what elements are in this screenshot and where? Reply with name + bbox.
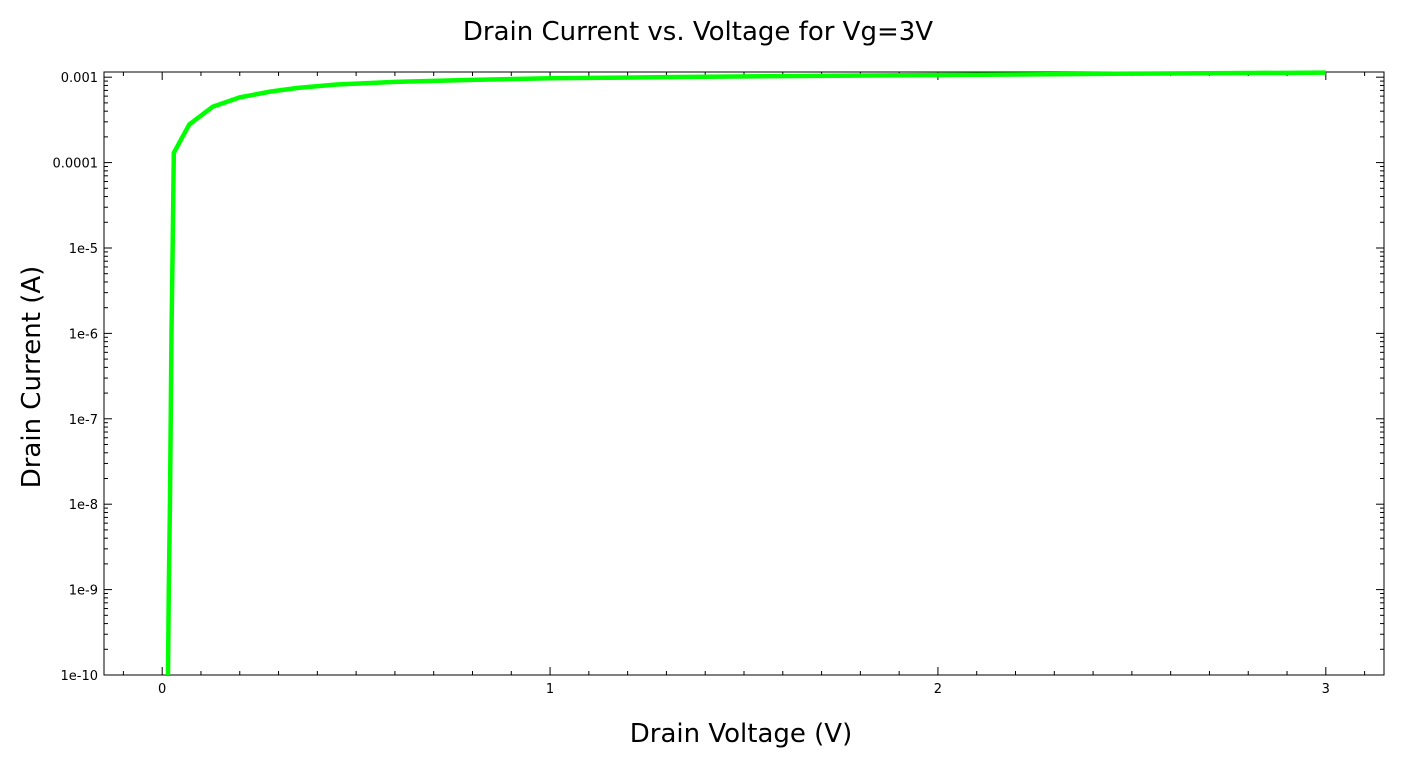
x-tick-label: 2 (934, 682, 942, 697)
tick-labels: 0 1 2 3 1e-10 1e-9 1e-8 1e-7 1e-6 1e-5 0.0001 0.001 (53, 71, 1330, 697)
x-tick-label: 0 (158, 682, 166, 697)
axis-ticks (104, 72, 1384, 676)
y-tick-label: 1e-9 (69, 584, 98, 599)
y-axis-label: Drain Current (A) (17, 266, 47, 489)
y-tick-label: 0.0001 (53, 157, 99, 172)
y-tick-label: 1e-6 (69, 327, 98, 342)
y-tick-label: 0.001 (61, 71, 98, 86)
y-tick-label: 1e-8 (69, 498, 98, 513)
plot-frame (103, 71, 1385, 676)
y-tick-label: 1e-10 (60, 669, 98, 684)
series-group (165, 70, 1326, 676)
x-tick-label: 3 (1322, 682, 1330, 697)
chart-title: Drain Current vs. Voltage for Vg=3V (463, 17, 933, 47)
series-line (165, 70, 1326, 676)
y-tick-label: 1e-5 (69, 242, 98, 257)
x-tick-label: 1 (546, 682, 554, 697)
y-tick-label: 1e-7 (69, 413, 98, 428)
x-axis-label: Drain Voltage (V) (630, 719, 852, 749)
